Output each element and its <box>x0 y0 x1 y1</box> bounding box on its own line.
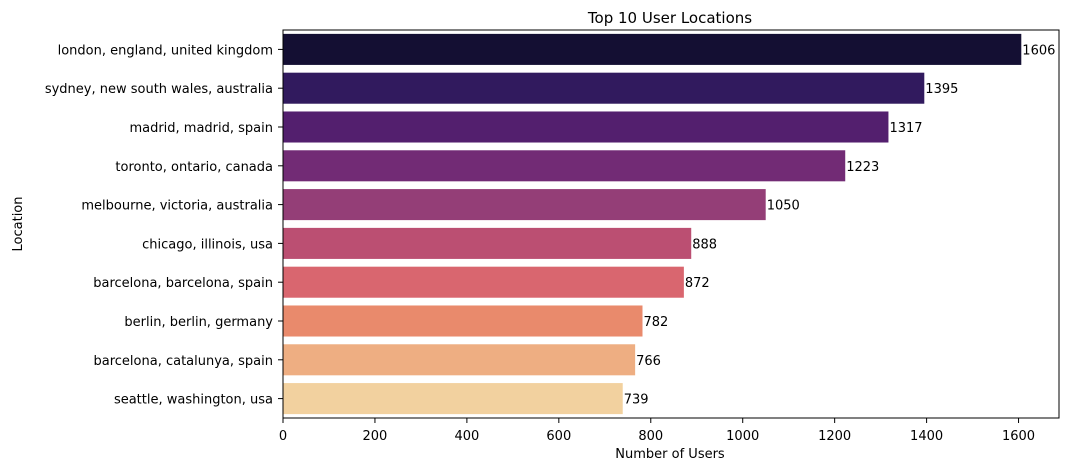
bar <box>283 72 925 104</box>
bar <box>283 33 1022 65</box>
x-tick-label: 1400 <box>910 429 943 444</box>
x-tick-label: 1000 <box>726 429 759 444</box>
bar <box>283 266 684 298</box>
y-tick-label: toronto, ontario, canada <box>115 160 273 175</box>
bar-value-label: 782 <box>643 315 668 330</box>
x-tick-label: 600 <box>546 429 571 444</box>
y-tick-label: seattle, washington, usa <box>114 393 273 408</box>
bar-value-label: 766 <box>636 354 661 369</box>
x-tick-label: 0 <box>279 429 287 444</box>
bar <box>283 227 692 259</box>
bar <box>283 305 643 337</box>
bar-value-label: 888 <box>692 237 717 252</box>
bar-value-label: 1395 <box>925 82 958 97</box>
bar <box>283 189 766 221</box>
bar <box>283 383 623 415</box>
x-tick-label: 200 <box>363 429 388 444</box>
x-tick-label: 1200 <box>818 429 851 444</box>
y-axis-title: Location <box>11 197 26 252</box>
x-axis-title: Number of Users <box>615 447 725 462</box>
y-tick-label: melbourne, victoria, australia <box>81 199 273 214</box>
bar-value-label: 739 <box>624 393 649 408</box>
bar-value-label: 1606 <box>1022 43 1055 58</box>
bar-value-label: 1223 <box>846 160 879 175</box>
x-tick-label: 800 <box>638 429 663 444</box>
y-tick-label: london, england, united kingdom <box>58 43 273 58</box>
chart-title: Top 10 User Locations <box>587 9 752 27</box>
plot-frame <box>282 29 1060 419</box>
bar-value-label: 1317 <box>889 121 922 136</box>
y-tick-label: sydney, new south wales, australia <box>45 82 273 97</box>
y-tick-label: madrid, madrid, spain <box>129 121 273 136</box>
y-tick-label: barcelona, barcelona, spain <box>93 276 273 291</box>
bar-value-label: 1050 <box>767 199 800 214</box>
y-tick-label: berlin, berlin, germany <box>124 315 273 330</box>
y-tick-label: barcelona, catalunya, spain <box>94 354 274 369</box>
x-tick-label: 400 <box>454 429 479 444</box>
x-tick-label: 1600 <box>1002 429 1035 444</box>
bar-value-label: 872 <box>685 276 710 291</box>
bar <box>283 150 846 182</box>
y-tick-label: chicago, illinois, usa <box>142 237 273 252</box>
bar <box>283 111 889 143</box>
bar <box>283 344 636 376</box>
